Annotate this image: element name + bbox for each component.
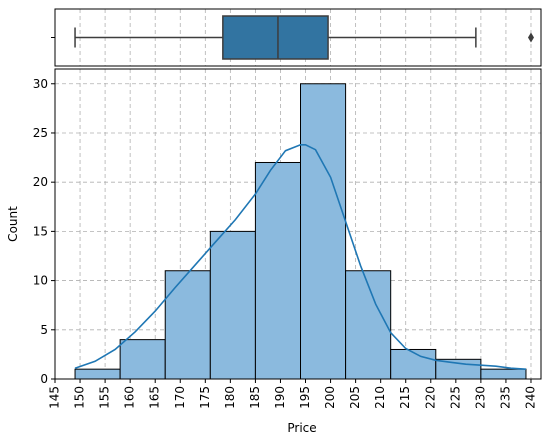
- histogram-bar: [74, 368, 121, 380]
- histogram-bar: [300, 83, 347, 380]
- x-tick-label: 155: [98, 386, 112, 409]
- y-tick-label: 25: [33, 126, 48, 140]
- y-axis: 0 5 10 15 20 25 30: [33, 77, 55, 386]
- histogram-bar: [345, 270, 392, 380]
- x-tick-label: 145: [48, 386, 62, 409]
- y-tick-label: 20: [33, 175, 48, 189]
- x-tick-label: 200: [323, 386, 337, 409]
- x-axis: 145 150 155 160 165 170 175 180 185 190 195 200 205 2…: [48, 379, 537, 409]
- histogram-frame: [54, 68, 542, 380]
- kde-curve: [74, 144, 527, 370]
- x-tick-label: 210: [373, 386, 387, 409]
- x-tick-label: 165: [148, 386, 162, 409]
- x-tick-label: 225: [448, 386, 462, 409]
- x-tick-label: 180: [223, 386, 237, 409]
- y-tick-label: 5: [40, 323, 48, 337]
- y-axis-label: Count: [6, 206, 20, 242]
- x-tick-label: 215: [398, 386, 412, 409]
- histogram-bar: [435, 358, 482, 380]
- x-tick-label: 160: [123, 386, 137, 409]
- y-tick-label: 10: [33, 274, 48, 288]
- x-tick-label: 185: [248, 386, 262, 409]
- x-tick-label: 150: [73, 386, 87, 409]
- x-axis-label: Price: [287, 421, 316, 435]
- y-tick-label: 15: [33, 224, 48, 238]
- x-tick-label: 240: [523, 386, 537, 409]
- histogram-bar: [254, 161, 302, 380]
- x-tick-label: 235: [498, 386, 512, 409]
- histogram-bar: [209, 230, 256, 380]
- histogram-bar: [390, 348, 437, 380]
- histogram-bar: [480, 368, 527, 380]
- histogram-bar: [119, 339, 166, 380]
- boxplot-outlier: [527, 32, 534, 43]
- histogram-bar: [164, 270, 211, 380]
- boxplot-box: [222, 15, 329, 60]
- x-tick-label: 195: [298, 386, 312, 409]
- x-tick-label: 170: [173, 386, 187, 409]
- x-tick-label: 205: [348, 386, 362, 409]
- boxplot: [74, 15, 534, 60]
- kde-line: [74, 144, 527, 370]
- x-tick-label: 175: [198, 386, 212, 409]
- x-tick-label: 220: [423, 386, 437, 409]
- histogram-bars: [74, 83, 527, 380]
- y-tick-label: 30: [33, 77, 48, 91]
- y-tick-label: 0: [40, 372, 48, 386]
- histogram-gridlines: [54, 69, 541, 380]
- x-tick-label: 230: [473, 386, 487, 409]
- x-tick-label: 190: [273, 386, 287, 409]
